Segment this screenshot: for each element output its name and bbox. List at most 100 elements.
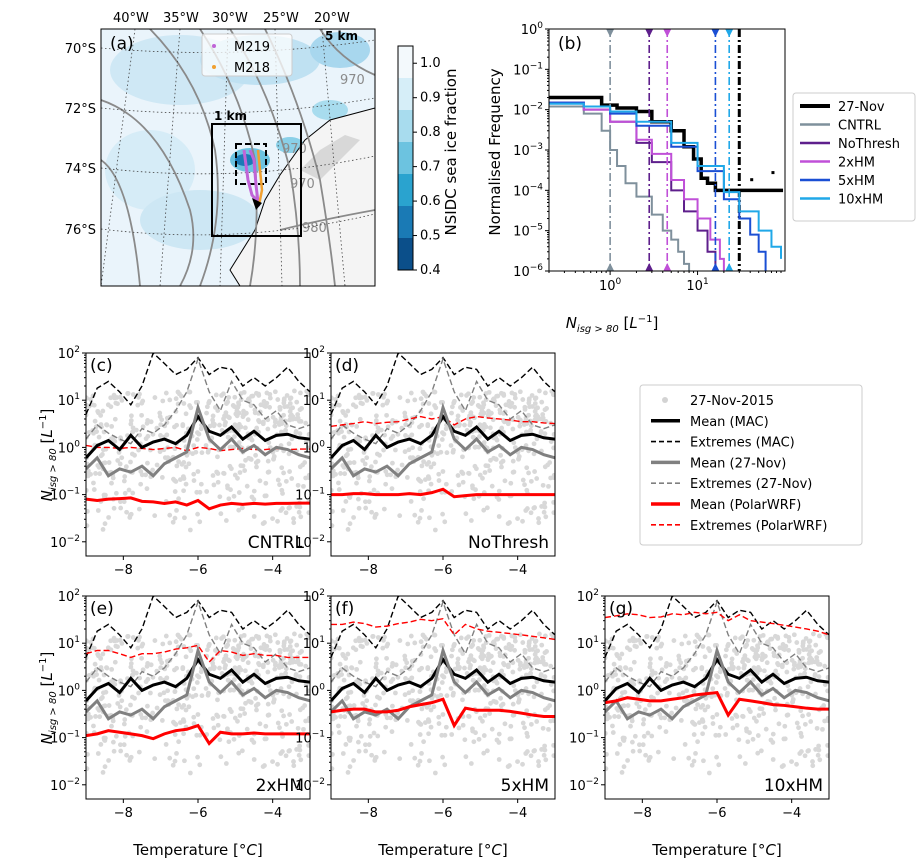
- x-axis-label: Temperature [°C]: [132, 841, 262, 859]
- scatter-point: [256, 419, 262, 425]
- scatter-point: [253, 703, 259, 709]
- series-line-5xHM: [549, 101, 767, 271]
- scatter-point: [673, 705, 679, 711]
- scatter-point: [467, 656, 472, 662]
- scatter-point: [469, 401, 474, 407]
- scatter-point: [96, 410, 101, 416]
- scatter-point: [303, 420, 309, 426]
- scatter-point: [222, 413, 227, 419]
- scatter-point: [333, 714, 338, 720]
- scatter-point: [175, 632, 181, 638]
- scatter-point: [536, 763, 542, 769]
- scatter-point: [213, 392, 219, 398]
- scatter-point: [251, 757, 257, 762]
- scatter-point: [234, 424, 240, 429]
- scatter-point: [543, 514, 549, 520]
- scatter-point: [417, 758, 423, 764]
- scatter-point: [610, 645, 616, 651]
- scatter-point: [664, 703, 669, 709]
- scatter-point: [371, 487, 377, 493]
- scatter-point: [238, 424, 244, 430]
- scatter-point: [289, 679, 295, 685]
- scatter-point: [350, 402, 356, 408]
- panel-label: (e): [90, 599, 114, 619]
- scatter-point: [336, 402, 342, 408]
- scatter-point: [493, 403, 499, 409]
- scatter-point: [520, 518, 525, 524]
- scatter-point: [204, 410, 209, 416]
- scatter-point: [112, 416, 118, 422]
- scatter-point: [489, 483, 495, 489]
- scatter-point: [705, 632, 711, 638]
- scatter-point: [415, 762, 421, 768]
- scatter-point: [532, 401, 538, 406]
- scatter-point: [498, 633, 504, 639]
- scatter-point: [551, 742, 555, 748]
- scatter-point: [243, 410, 249, 416]
- scatter-point: [753, 667, 759, 672]
- scatter-point: [522, 725, 527, 731]
- scatter-point: [242, 468, 248, 473]
- y-tick-label: 10−2: [295, 534, 325, 551]
- scatter-point: [417, 489, 423, 494]
- scatter-point: [686, 755, 692, 761]
- scatter-point: [128, 702, 133, 708]
- scatter-point: [381, 749, 387, 755]
- scatter-point: [412, 755, 418, 761]
- scatter-point: [154, 462, 160, 468]
- scatter-point: [428, 481, 434, 487]
- scatter-point: [306, 688, 310, 694]
- scatter-point: [224, 401, 229, 407]
- scatter-point: [510, 458, 516, 464]
- scatter-point: [676, 692, 682, 698]
- scatter-point: [655, 749, 661, 755]
- scatter-point: [607, 714, 612, 720]
- scatter-point: [692, 722, 698, 727]
- scatter-point: [384, 655, 389, 661]
- scatter-point: [390, 703, 395, 709]
- scatter-point: [444, 693, 450, 699]
- scatter-point: [132, 452, 137, 458]
- scatter-point: [755, 733, 761, 738]
- scatter-point: [368, 464, 374, 470]
- scatter-point: [253, 695, 259, 701]
- mean-mac-line: [605, 656, 829, 702]
- scatter-point: [784, 712, 790, 718]
- scatter-point: [227, 658, 232, 664]
- panel-f: 10−2 10−1 100 101 102 −8 −6 −4 (f) 5xHM: [295, 588, 556, 821]
- scatter-point: [240, 463, 246, 469]
- scatter-point: [471, 496, 477, 502]
- scatter-point: [227, 444, 233, 450]
- scatter-point: [124, 752, 129, 758]
- scatter-point: [286, 748, 292, 754]
- scatter-point: [480, 718, 485, 724]
- scatter-point: [226, 395, 232, 400]
- scatter-point: [102, 764, 108, 770]
- scatter-point: [423, 636, 429, 642]
- x-tick-label: −6: [188, 806, 207, 821]
- scatter-point: [183, 411, 189, 417]
- scatter-point: [225, 483, 230, 489]
- scatter-point: [532, 644, 538, 649]
- scatter-point: [196, 674, 202, 680]
- scatter-point: [252, 407, 258, 413]
- scatter-point: [248, 646, 254, 652]
- scatter-point: [367, 733, 373, 739]
- scatter-point: [638, 640, 644, 646]
- scatter-point: [144, 729, 150, 735]
- scatter-point: [129, 413, 134, 419]
- scatter-point: [195, 754, 200, 760]
- scatter-point: [498, 460, 504, 466]
- panel-label: (f): [335, 599, 354, 619]
- scatter-point: [237, 713, 243, 718]
- y-tick-label: 100: [58, 682, 81, 699]
- scatter-point: [789, 657, 795, 663]
- scatter-point: [512, 395, 518, 401]
- scatter-point: [800, 713, 805, 719]
- scatter-point: [540, 412, 546, 417]
- scatter-point: [158, 422, 164, 428]
- scatter-point: [479, 405, 484, 411]
- scatter-point: [473, 730, 478, 736]
- scatter-point: [280, 749, 285, 754]
- legend-label: Extremes (PolarWRF): [690, 519, 827, 534]
